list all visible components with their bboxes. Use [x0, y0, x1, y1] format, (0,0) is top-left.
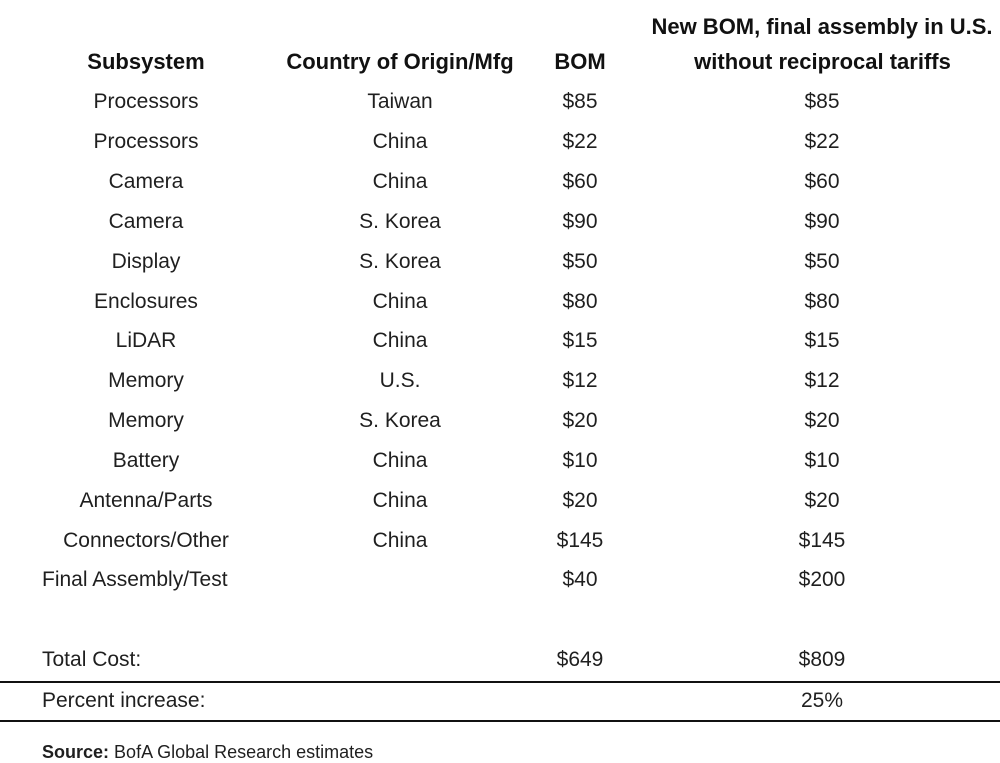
total-divider: [0, 681, 1000, 683]
row-new-bom: $80: [804, 290, 840, 313]
total-cost-label: Total Cost:: [42, 648, 142, 671]
row-bom: $60: [562, 170, 598, 193]
row-country: Taiwan: [367, 90, 433, 113]
row-country: China: [372, 529, 428, 552]
row-new-bom: $10: [804, 449, 840, 472]
row-bom: $15: [562, 329, 598, 352]
row-country: S. Korea: [359, 210, 441, 233]
row-bom: $85: [562, 90, 598, 113]
row-new-bom: $12: [804, 369, 840, 392]
row-subsystem: Display: [111, 250, 181, 273]
row-new-bom: $22: [804, 130, 840, 153]
row-new-bom: $90: [804, 210, 840, 233]
header-new-bom-line2: without reciprocal tariffs: [694, 49, 951, 74]
row-country: S. Korea: [359, 409, 441, 432]
bottom-divider: [0, 720, 1000, 722]
row-country: China: [372, 290, 428, 313]
percent-increase-label: Percent increase:: [42, 689, 206, 712]
row-bom: $12: [562, 369, 598, 392]
total-cost-new-bom: $809: [798, 648, 846, 671]
header-new-bom-line1: New BOM, final assembly in U.S.: [651, 14, 993, 39]
row-new-bom: $145: [798, 529, 846, 552]
header-country: Country of Origin/Mfg: [286, 49, 514, 74]
row-country: S. Korea: [359, 250, 441, 273]
percent-increase-value: 25%: [800, 689, 844, 712]
row-new-bom: $20: [804, 409, 840, 432]
row-bom: $50: [562, 250, 598, 273]
row-subsystem: Processors: [93, 130, 199, 153]
row-new-bom: $50: [804, 250, 840, 273]
row-country: U.S.: [379, 369, 421, 392]
row-subsystem: Battery: [112, 449, 180, 472]
source-text: BofA Global Research estimates: [114, 742, 374, 762]
row-subsystem: Enclosures: [94, 290, 198, 313]
row-subsystem: Memory: [108, 369, 184, 392]
row-bom: $90: [562, 210, 598, 233]
header-subsystem: Subsystem: [87, 49, 205, 74]
row-subsystem: Memory: [108, 409, 184, 432]
source-note: Source: BofA Global Research estimates: [42, 741, 373, 763]
row-country: China: [372, 449, 428, 472]
final-assembly-new-bom: $200: [798, 568, 846, 591]
row-country: China: [372, 130, 428, 153]
row-bom: $22: [562, 130, 598, 153]
row-country: China: [372, 329, 428, 352]
row-bom: $80: [562, 290, 598, 313]
row-bom: $10: [562, 449, 598, 472]
total-cost-bom: $649: [556, 648, 604, 671]
row-subsystem: Connectors/Other: [63, 529, 229, 552]
row-new-bom: $60: [804, 170, 840, 193]
row-new-bom: $15: [804, 329, 840, 352]
row-new-bom: $85: [804, 90, 840, 113]
row-subsystem: Antenna/Parts: [79, 489, 213, 512]
row-bom: $20: [562, 409, 598, 432]
final-assembly-bom: $40: [562, 568, 598, 591]
row-subsystem: LiDAR: [115, 329, 177, 352]
row-bom: $20: [562, 489, 598, 512]
row-subsystem: Camera: [108, 170, 184, 193]
row-new-bom: $20: [804, 489, 840, 512]
source-label: Source:: [42, 742, 110, 762]
row-subsystem: Processors: [93, 90, 199, 113]
row-bom: $145: [556, 529, 604, 552]
row-country: China: [372, 170, 428, 193]
row-subsystem: Camera: [108, 210, 184, 233]
header-bom: BOM: [554, 49, 606, 74]
final-assembly-label: Final Assembly/Test: [42, 568, 228, 591]
row-country: China: [372, 489, 428, 512]
